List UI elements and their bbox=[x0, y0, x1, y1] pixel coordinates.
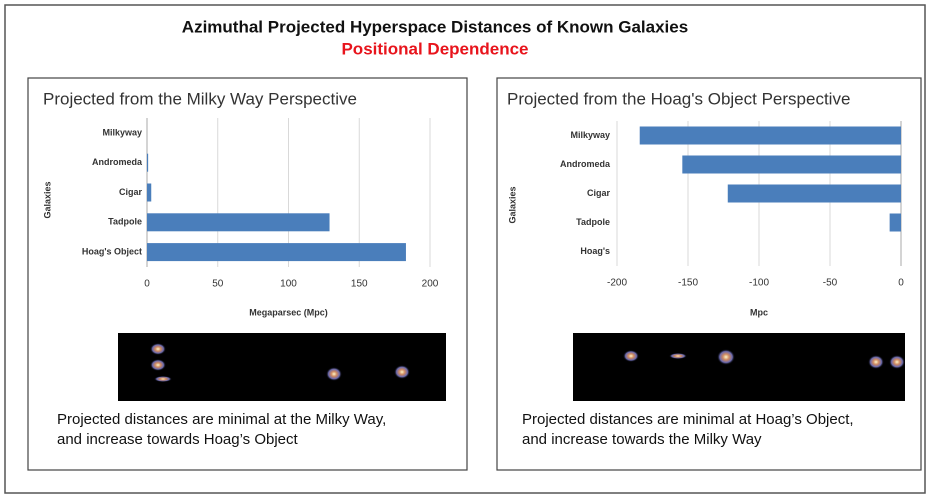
y-tick-label: Cigar bbox=[587, 188, 611, 198]
y-tick-label: Hoag's Object bbox=[82, 246, 142, 256]
y-tick-label: Tadpole bbox=[576, 217, 610, 227]
slide: Azimuthal Projected Hyperspace Distances… bbox=[0, 0, 932, 498]
bar bbox=[147, 243, 406, 261]
bar bbox=[890, 214, 901, 232]
caption: Projected distances are minimal at the M… bbox=[57, 411, 386, 428]
y-tick-label: Hoag's bbox=[580, 246, 610, 256]
bar bbox=[147, 213, 330, 231]
x-axis-label: Megaparsec (Mpc) bbox=[249, 307, 328, 317]
y-tick-label: Andromeda bbox=[92, 157, 143, 167]
y-tick-label: Milkyway bbox=[102, 127, 142, 137]
x-tick-label: -100 bbox=[749, 278, 769, 289]
x-tick-label: 100 bbox=[280, 279, 297, 290]
caption: and increase towards Hoag’s Object bbox=[57, 431, 299, 448]
caption: and increase towards the Milky Way bbox=[522, 431, 762, 448]
x-tick-label: -150 bbox=[678, 278, 698, 289]
y-tick-label: Milkyway bbox=[570, 130, 610, 140]
chart-title: Projected from the Milky Way Perspective bbox=[43, 89, 357, 108]
x-tick-label: -200 bbox=[607, 278, 627, 289]
chart-title: Projected from the Hoag's Object Perspec… bbox=[507, 89, 850, 108]
x-tick-label: 150 bbox=[351, 279, 368, 290]
x-tick-label: 0 bbox=[898, 278, 904, 289]
y-axis-label: Galaxies bbox=[507, 186, 517, 223]
bar bbox=[682, 156, 901, 174]
x-tick-label: 200 bbox=[422, 279, 439, 290]
slide-title: Azimuthal Projected Hyperspace Distances… bbox=[182, 17, 688, 36]
y-tick-label: Cigar bbox=[119, 187, 143, 197]
bar bbox=[147, 184, 151, 202]
y-tick-label: Andromeda bbox=[560, 159, 611, 169]
x-tick-label: -50 bbox=[823, 278, 838, 289]
caption: Projected distances are minimal at Hoag’… bbox=[522, 411, 854, 428]
x-tick-label: 0 bbox=[144, 279, 150, 290]
slide-subtitle: Positional Dependence bbox=[341, 39, 528, 58]
galaxy-image bbox=[118, 333, 446, 401]
bar bbox=[728, 185, 901, 203]
galaxy-image bbox=[573, 333, 905, 401]
bar bbox=[147, 154, 148, 172]
x-tick-label: 50 bbox=[212, 279, 224, 290]
x-axis-label: Mpc bbox=[750, 307, 768, 317]
bar bbox=[640, 127, 901, 145]
y-tick-label: Tadpole bbox=[108, 217, 142, 227]
y-axis-label: Galaxies bbox=[42, 181, 52, 218]
